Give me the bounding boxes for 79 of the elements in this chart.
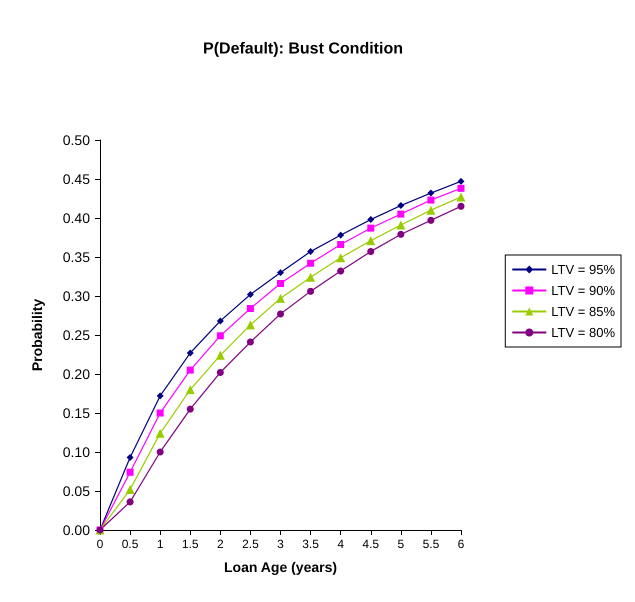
legend-label: LTV = 85% — [551, 304, 616, 319]
point — [277, 280, 284, 288]
x-tick-label: 1.5 — [182, 537, 199, 551]
point — [307, 260, 314, 267]
y-axis-title: Probability — [29, 298, 45, 372]
point — [427, 216, 434, 224]
point — [337, 241, 344, 248]
point — [366, 236, 376, 246]
point — [337, 232, 344, 239]
y-tick-label: 0.40 — [62, 210, 90, 226]
point — [367, 224, 374, 232]
point — [397, 230, 404, 238]
point — [306, 272, 316, 282]
point — [307, 288, 314, 295]
x-tick-label: 2.5 — [242, 537, 260, 551]
x-tick-label: 3.5 — [302, 537, 320, 551]
point — [216, 368, 224, 376]
point — [276, 294, 285, 303]
y-tick-label: 0.50 — [62, 132, 90, 148]
point — [156, 448, 164, 456]
point — [426, 206, 436, 215]
point — [126, 484, 135, 494]
point — [246, 304, 254, 312]
point — [186, 406, 194, 413]
point — [246, 338, 254, 346]
point — [458, 184, 464, 192]
point — [396, 220, 406, 230]
legend-label: LTV = 80% — [551, 325, 616, 340]
point — [277, 310, 284, 318]
point — [367, 248, 374, 256]
point — [186, 385, 195, 394]
point — [126, 454, 134, 461]
x-tick-label: 4.5 — [362, 537, 380, 551]
x-tick-label: 5 — [397, 537, 404, 551]
x-tick-label: 1 — [156, 537, 164, 551]
point — [156, 392, 164, 400]
y-tick-label: 0.10 — [62, 444, 90, 460]
point — [336, 253, 346, 262]
point — [427, 196, 434, 204]
y-tick-label: 0.35 — [62, 249, 90, 265]
point — [216, 317, 224, 324]
point — [337, 268, 344, 275]
point — [246, 320, 255, 330]
point — [458, 202, 464, 210]
x-tick-label: 3 — [277, 537, 284, 551]
point — [456, 192, 466, 202]
point — [397, 202, 404, 210]
point — [156, 410, 164, 416]
x-tick-label: 0.5 — [122, 537, 139, 551]
point — [216, 350, 225, 360]
y-tick-label: 0.20 — [62, 366, 90, 382]
y-tick-label: 0.25 — [62, 327, 90, 343]
chart-title: P(Default): Bust Condition — [203, 40, 403, 58]
y-tick-label: 0.45 — [62, 171, 90, 187]
y-tick-label: 0.30 — [62, 288, 90, 304]
point — [186, 366, 194, 374]
point — [458, 178, 464, 185]
point — [216, 332, 224, 340]
point — [427, 190, 434, 197]
y-tick-label: 0.05 — [62, 483, 90, 499]
x-tick-label: 2 — [216, 537, 224, 551]
x-tick-label: 0 — [96, 537, 104, 551]
point — [126, 498, 134, 506]
point — [246, 290, 254, 298]
legend-label: LTV = 95% — [551, 262, 616, 277]
y-tick-label: 0.15 — [62, 405, 90, 421]
x-axis-title: Loan Age (years) — [224, 559, 338, 575]
point — [126, 468, 134, 476]
point — [307, 248, 314, 256]
x-tick-label: 5.5 — [422, 537, 440, 551]
legend-label: LTV = 90% — [551, 283, 616, 298]
point — [156, 428, 165, 438]
x-tick-label: 4 — [337, 537, 344, 551]
y-tick-label: 0.00 — [62, 522, 90, 538]
x-tick-label: 6 — [458, 537, 465, 551]
point — [186, 349, 194, 356]
point — [367, 216, 374, 224]
point — [277, 269, 284, 276]
point — [397, 210, 404, 218]
